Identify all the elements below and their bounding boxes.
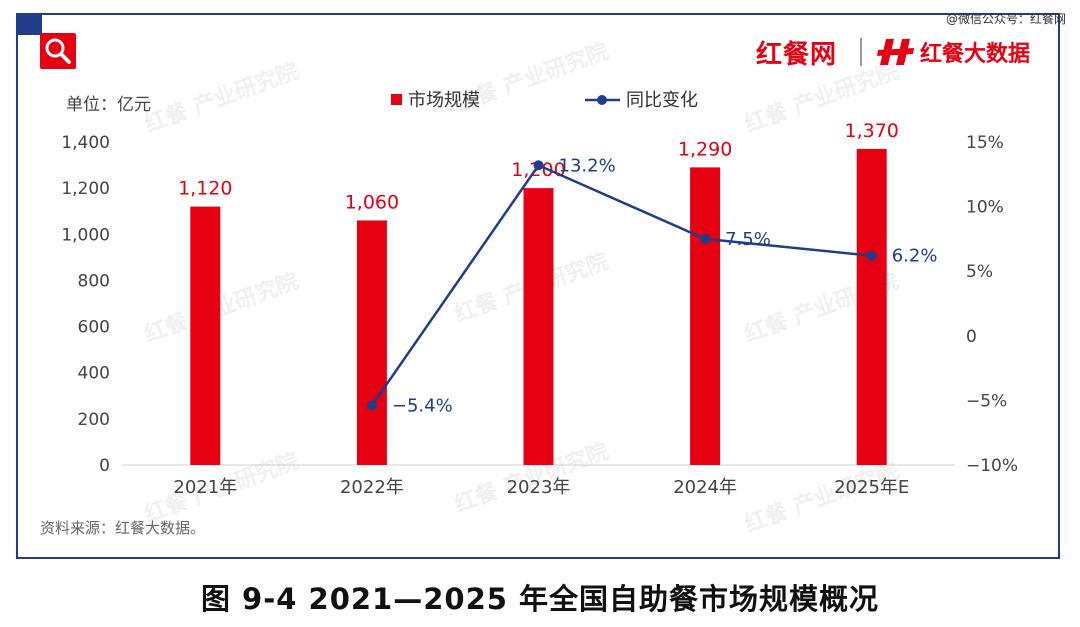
bar-data-label: 1,120 bbox=[178, 178, 232, 200]
x-tick-label: 2024年 bbox=[673, 477, 737, 498]
yoy-point-2025年E bbox=[866, 250, 877, 261]
legend-line-marker bbox=[597, 95, 607, 105]
y-right-tick-label: 5% bbox=[966, 262, 993, 282]
unit-label: 单位：亿元 bbox=[66, 95, 151, 115]
line-data-label: 6.2% bbox=[892, 246, 938, 267]
y-left-tick-label: 1,000 bbox=[61, 225, 110, 245]
bar-2025年E bbox=[856, 148, 887, 465]
line-data-label: −5.4% bbox=[392, 396, 453, 417]
figure-caption: 图 9-4 2021—2025 年全国自助餐市场规模概况 bbox=[200, 582, 880, 616]
y-left-tick-label: 200 bbox=[78, 410, 110, 430]
legend-bar-label: 市场规模 bbox=[408, 90, 480, 111]
source-note: 资料来源：红餐大数据。 bbox=[40, 519, 206, 537]
wechat-account-label: @微信公众号：红餐网 bbox=[945, 12, 1066, 26]
legend-bar-swatch bbox=[391, 94, 402, 105]
y-left-tick-label: 400 bbox=[78, 364, 110, 384]
y-left-tick-label: 600 bbox=[78, 318, 110, 338]
y-right-tick-label: 15% bbox=[966, 133, 1004, 153]
brand-logo-data: 红餐大数据 bbox=[920, 42, 1031, 67]
line-data-label: 7.5% bbox=[725, 229, 771, 250]
y-right-tick-label: −10% bbox=[966, 456, 1018, 476]
brand-logo-hongcan: 红餐网 bbox=[756, 40, 838, 70]
legend-line-label: 同比变化 bbox=[626, 90, 698, 111]
yoy-point-2023年 bbox=[533, 160, 544, 171]
bar-2024年 bbox=[690, 167, 721, 465]
bar-data-label: 1,290 bbox=[678, 138, 732, 160]
y-left-tick-label: 800 bbox=[78, 271, 110, 291]
bar-2023年 bbox=[523, 188, 554, 465]
line-data-label: 13.2% bbox=[559, 155, 616, 176]
bar-data-label: 1,060 bbox=[345, 191, 399, 213]
y-left-tick-label: 1,200 bbox=[61, 179, 110, 199]
bar-2022年 bbox=[356, 220, 387, 465]
yoy-point-2024年 bbox=[700, 233, 711, 244]
yoy-change-line bbox=[370, 163, 872, 407]
corner-decoration bbox=[16, 13, 42, 35]
x-tick-label: 2022年 bbox=[340, 477, 404, 498]
magnifier-logo-icon bbox=[40, 33, 76, 69]
x-tick-label: 2025年E bbox=[834, 477, 909, 498]
y-right-tick-label: 10% bbox=[966, 198, 1004, 218]
yoy-point-2022年 bbox=[366, 400, 377, 411]
y-left-tick-label: 1,400 bbox=[61, 133, 110, 153]
chart: 0 200 400 600 800 1,000 1,200 1,400 −10% −5% 0 5% 10… bbox=[61, 90, 1018, 498]
brand-divider bbox=[860, 38, 862, 66]
bar-data-label: 1,370 bbox=[844, 120, 898, 142]
y-right-tick-label: −5% bbox=[966, 391, 1007, 411]
brand-h-logo-icon bbox=[876, 37, 916, 67]
y-right-tick-label: 0 bbox=[966, 327, 977, 347]
bar-2021年 bbox=[190, 206, 221, 465]
x-tick-label: 2023年 bbox=[507, 477, 571, 498]
y-left-tick-label: 0 bbox=[99, 456, 110, 476]
x-tick-label: 2021年 bbox=[173, 477, 237, 498]
